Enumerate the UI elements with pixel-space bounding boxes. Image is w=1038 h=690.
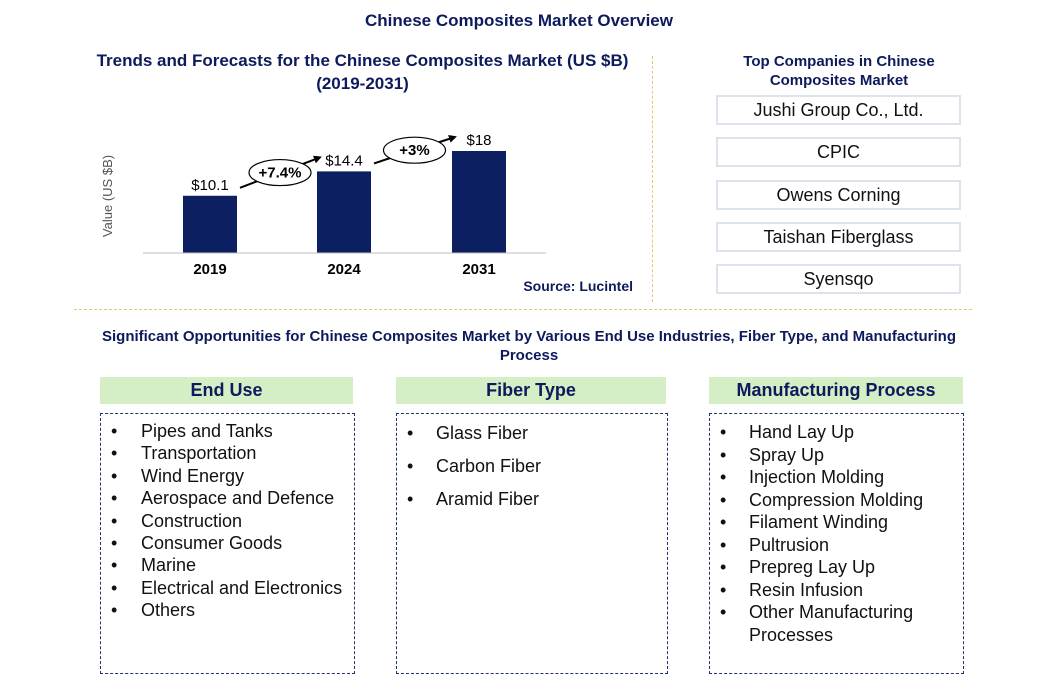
bullet-icon: •: [720, 422, 727, 442]
end-use-item: • Electrical and Electronics: [101, 577, 354, 599]
bar-value-label-2019: $10.1: [191, 177, 229, 194]
end-use-box: • Pipes and Tanks • Transportation • Wind Ene…: [100, 413, 355, 674]
company-item: Taishan Fiberglass: [716, 221, 961, 252]
manufacturing-process-item: • Prepreg Lay Up: [710, 556, 963, 579]
list-item-text: Construction: [141, 510, 243, 531]
bar-chart: Value (US $B) $10.12019$14.42024$182031 …: [100, 132, 633, 294]
end-use-item: • Construction: [101, 510, 354, 532]
bullet-icon: •: [111, 577, 118, 598]
end-use-item: • Others: [101, 599, 354, 621]
manufacturing-process-item: • Spray Up: [710, 444, 963, 467]
fiber-type-item: • Carbon Fiber: [397, 455, 667, 477]
manufacturing-process-item: • Resin Infusion: [710, 579, 963, 602]
end-use-list: • Pipes and Tanks • Transportation • Wind Ene…: [101, 414, 354, 622]
bullet-icon: •: [407, 489, 414, 509]
bar-2019: [183, 195, 237, 253]
source-label: Source: Lucintel: [523, 278, 633, 294]
bullet-icon: •: [720, 512, 727, 532]
fiber-type-box: • Glass Fiber • Carbon Fiber • Aramid Fiber: [396, 413, 668, 674]
company-item: CPIC: [716, 137, 961, 168]
bullet-icon: •: [111, 510, 118, 531]
manufacturing-process-header: Manufacturing Process: [709, 377, 963, 404]
bullet-icon: •: [111, 421, 118, 441]
bar-2024: [317, 171, 371, 253]
bullet-icon: •: [111, 488, 118, 509]
fiber-type-item: • Aramid Fiber: [397, 488, 667, 510]
bullet-icon: •: [720, 444, 727, 465]
manufacturing-process-item: • Injection Molding: [710, 466, 963, 489]
x-tick-label-2019: 2019: [193, 261, 226, 278]
fiber-type-list: • Glass Fiber • Carbon Fiber • Aramid Fiber: [397, 414, 667, 510]
growth-rate-label: +3%: [399, 142, 429, 159]
list-item-text: Compression Molding: [749, 489, 924, 510]
bar-2031: [452, 150, 506, 253]
bullet-icon: •: [111, 443, 118, 464]
end-use-item: • Transportation: [101, 442, 354, 464]
list-item-text: Others: [141, 600, 196, 621]
x-tick-label-2031: 2031: [462, 261, 495, 278]
end-use-item: • Aerospace and Defence: [101, 487, 354, 509]
end-use-header: End Use: [100, 377, 353, 404]
bullet-icon: •: [720, 579, 727, 600]
end-use-item: • Pipes and Tanks: [101, 420, 354, 442]
list-item-text: Transportation: [141, 443, 257, 464]
manufacturing-process-box: • Hand Lay Up • Spray Up • Injection Molding •…: [709, 413, 964, 674]
list-item-text: Pultrusion: [749, 534, 830, 555]
list-item-text: Aramid Fiber: [436, 489, 540, 509]
y-axis-label: Value (US $B): [100, 155, 115, 237]
bullet-icon: •: [720, 467, 727, 487]
list-item-text: Aerospace and Defence: [141, 488, 335, 509]
list-item-text: Carbon Fiber: [436, 456, 542, 476]
manufacturing-process-item: • Filament Winding: [710, 511, 963, 534]
chart-title: Trends and Forecasts for the Chinese Com…: [96, 51, 629, 93]
company-item: Jushi Group Co., Ltd.: [716, 95, 961, 125]
bullet-icon: •: [720, 557, 727, 577]
company-item: Owens Corning: [716, 179, 961, 210]
bar-value-label-2031: $18: [466, 132, 491, 149]
list-item-text: Consumer Goods: [141, 533, 283, 554]
end-use-item: • Wind Energy: [101, 465, 354, 487]
list-item-text: Wind Energy: [141, 465, 245, 486]
list-item-text: Marine: [141, 555, 197, 576]
horizontal-divider: [74, 309, 972, 310]
end-use-item: • Marine: [101, 554, 354, 576]
bullet-icon: •: [407, 456, 414, 476]
bullet-icon: •: [111, 533, 118, 554]
list-item-text: Pipes and Tanks: [141, 421, 273, 441]
bullet-icon: •: [720, 489, 727, 510]
list-item-text: Electrical and Electronics: [141, 577, 343, 598]
company-item: Syensqo: [716, 264, 961, 295]
end-use-item: • Consumer Goods: [101, 532, 354, 554]
bullet-icon: •: [720, 534, 727, 555]
bullet-icon: •: [111, 600, 118, 621]
bullet-icon: •: [111, 465, 118, 486]
growth-rate-label: +7.4%: [259, 165, 302, 182]
list-item-text: Injection Molding: [749, 467, 885, 487]
vertical-divider: [652, 56, 653, 302]
manufacturing-process-item: • Pultrusion: [710, 534, 963, 557]
manufacturing-process-list: • Hand Lay Up • Spray Up • Injection Molding •…: [710, 414, 963, 646]
fiber-type-header: Fiber Type: [396, 377, 666, 404]
bar-value-label-2024: $14.4: [325, 152, 363, 169]
list-item-text: Resin Infusion: [749, 579, 864, 600]
fiber-type-item: • Glass Fiber: [397, 422, 667, 444]
top-companies-title: Top Companies in Chinese Composites Mark…: [743, 53, 935, 89]
bullet-icon: •: [111, 555, 118, 576]
manufacturing-process-item: • Hand Lay Up: [710, 421, 963, 444]
list-item-text: Glass Fiber: [436, 423, 529, 443]
list-item-text: Other Manufacturing Processes: [749, 602, 914, 645]
list-item-text: Prepreg Lay Up: [749, 557, 876, 577]
bullet-icon: •: [720, 602, 727, 622]
manufacturing-process-item: • Compression Molding: [710, 489, 963, 512]
growth-rate-ellipse: [382, 136, 447, 164]
opportunities-title: Significant Opportunities for Chinese Co…: [101, 328, 957, 364]
list-item-text: Filament Winding: [749, 512, 889, 532]
x-tick-label-2024: 2024: [327, 261, 361, 278]
page-title: Chinese Composites Market Overview: [364, 11, 673, 30]
bullet-icon: •: [407, 423, 414, 443]
growth-rate-ellipse: [248, 158, 312, 187]
list-item-text: Spray Up: [749, 444, 825, 465]
list-item-text: Hand Lay Up: [749, 422, 855, 442]
manufacturing-process-item: • Other Manufacturing Processes: [710, 601, 963, 646]
